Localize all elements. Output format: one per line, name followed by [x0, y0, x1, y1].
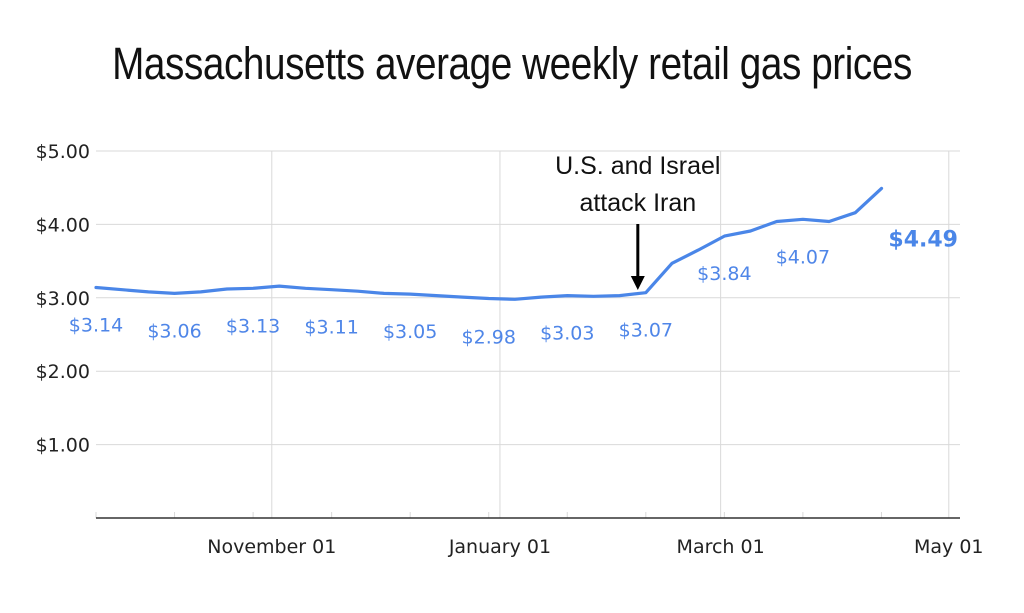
chart-title: Massachusetts average weekly retail gas …: [112, 38, 912, 89]
y-tick-label: $4.00: [36, 214, 90, 236]
y-axis: $1.00 $2.00 $3.00 $4.00 $5.00: [36, 141, 90, 457]
data-label: $3.06: [147, 320, 201, 342]
y-tick-label: $5.00: [36, 141, 90, 163]
y-tick-label: $1.00: [36, 435, 90, 457]
y-tick-label: $3.00: [36, 288, 90, 310]
annotation-text: U.S. and Israel: [555, 152, 720, 180]
series-group: [94, 186, 884, 301]
x-tick-label: March 01: [677, 536, 765, 558]
data-label: $3.11: [304, 317, 358, 339]
data-label: $3.03: [540, 323, 594, 345]
data-label: $3.84: [697, 263, 751, 285]
data-labels: $3.14 $3.06 $3.13 $3.11 $3.05 $2.98 $3.03 $3.07…: [69, 227, 958, 348]
annotation-text: attack Iran: [579, 189, 696, 217]
data-label: $4.07: [776, 246, 830, 268]
data-label: $3.13: [226, 315, 280, 337]
y-tick-label: $2.00: [36, 361, 90, 383]
series-line: [94, 186, 884, 301]
annotation: U.S. and Israel attack Iran: [555, 152, 720, 290]
x-tick-label: November 01: [207, 536, 336, 558]
x-tick-label: May 01: [914, 536, 984, 558]
data-label: $2.98: [462, 326, 516, 348]
annotation-arrow-head: [630, 276, 645, 290]
data-label: $3.05: [383, 321, 437, 343]
data-label: $4.49: [888, 227, 958, 252]
x-axis: November 01 January 01 March 01 May 01: [96, 517, 984, 558]
data-label: $3.07: [619, 320, 673, 342]
x-tick-label: January 01: [448, 536, 551, 558]
data-label: $3.14: [69, 315, 123, 337]
